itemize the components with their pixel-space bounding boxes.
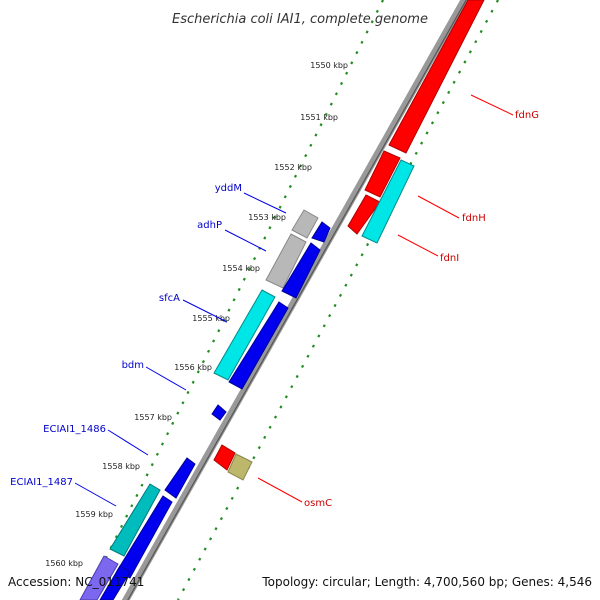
gene-block-sfcA-arrow: [228, 301, 289, 390]
gene-block-fdnI: [361, 159, 415, 244]
gene-block-ECIAI1_1487-arrow: [116, 495, 173, 579]
gene-block-fdnH-upper: [364, 150, 401, 198]
gene-label-fdnG: fdnG: [515, 110, 539, 121]
accession-text: Accession: NC_011741: [8, 575, 144, 589]
gene-block-fdnH: [347, 194, 381, 235]
gene-label-ECIAI1_1486: ECIAI1_1486: [43, 424, 106, 435]
inner-tick-track: [84, 0, 384, 600]
gene-block-ECIAI1_1486: [164, 457, 196, 499]
gene-block-adhP-arrow: [281, 242, 321, 299]
gene-block-bdm: [211, 404, 227, 421]
gene-block-osmC: [227, 453, 253, 481]
leader-osmC: [257, 477, 303, 503]
gene-label-ECIAI1_1487: ECIAI1_1487: [10, 477, 73, 488]
leader-fdnG: [470, 94, 514, 116]
kbp-tick-1550: 1550 kbp: [310, 61, 348, 70]
gene-block-yddM-arrow: [311, 221, 331, 243]
gene-label-adhP: adhP: [197, 220, 222, 231]
gene-label-osmC: osmC: [304, 498, 332, 509]
gene-label-bdm: bdm: [122, 360, 144, 371]
inner-strand-features: [79, 209, 331, 600]
leader-ECIAI1_1487: [74, 482, 117, 507]
leader-yddM: [243, 192, 287, 214]
kbp-tick-1556: 1556 kbp: [174, 363, 212, 372]
gene-label-sfcA: sfcA: [159, 293, 180, 304]
gene-block-yddM: [291, 209, 319, 239]
leader-ECIAI1_1486: [107, 429, 149, 456]
gene-block-ECIAI1_1487: [109, 483, 161, 557]
gene-block-bottom-blue: [99, 565, 131, 600]
map-title: Escherichia coli IAI1, complete genome: [172, 12, 428, 27]
outer-strand-features: [213, 0, 485, 481]
leader-sfcA: [182, 299, 228, 323]
gene-label-yddM: yddM: [215, 183, 242, 194]
inner-gene-labels: yddM adhP sfcA bdm ECIAI1_1486 ECIAI1_14…: [10, 183, 287, 507]
gene-label-fdnH: fdnH: [462, 213, 486, 224]
kbp-tick-1560: 1560 kbp: [45, 559, 83, 568]
gene-block-osmC-red: [213, 444, 236, 471]
kbp-tick-1554: 1554 kbp: [222, 264, 260, 273]
kbp-tick-1552: 1552 kbp: [274, 163, 312, 172]
genome-summary-text: Topology: circular; Length: 4,700,560 bp…: [261, 575, 592, 589]
kbp-tick-1559: 1559 kbp: [75, 510, 113, 519]
leader-fdnI: [397, 234, 439, 257]
gene-block-sfcA: [213, 289, 276, 381]
kbp-tick-labels: 1550 kbp 1551 kbp 1552 kbp 1553 kbp 1554…: [45, 61, 348, 568]
genome-backbone: [121, 0, 469, 600]
outer-tick-track: [177, 0, 499, 600]
leader-fdnH: [417, 195, 460, 219]
gene-label-fdnI: fdnI: [440, 253, 459, 264]
leader-adhP: [224, 229, 267, 252]
kbp-tick-1553: 1553 kbp: [248, 213, 286, 222]
leader-bdm: [145, 366, 187, 391]
kbp-tick-1555: 1555 kbp: [192, 314, 230, 323]
gene-block-fdnG: [388, 0, 485, 154]
kbp-tick-1551: 1551 kbp: [300, 113, 338, 122]
gene-block-adhP: [265, 233, 307, 289]
gene-block-bottom-purple: [79, 555, 119, 600]
kbp-tick-1557: 1557 kbp: [134, 413, 172, 422]
outer-gene-labels: fdnG fdnH fdnI osmC: [257, 94, 539, 509]
kbp-tick-1558: 1558 kbp: [102, 462, 140, 471]
